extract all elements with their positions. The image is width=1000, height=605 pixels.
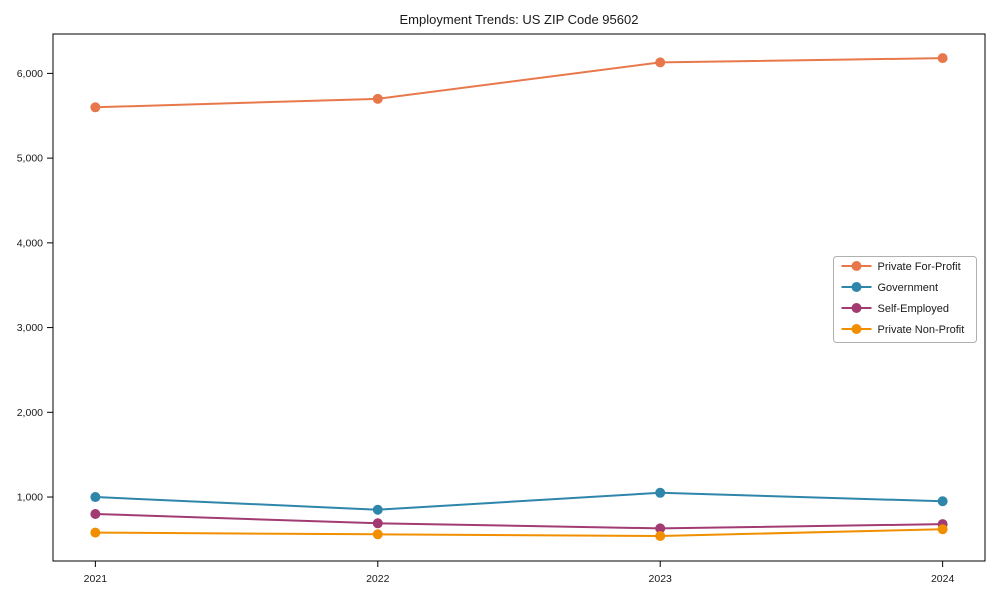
series-line-private-non-profit — [95, 528, 943, 538]
x-tick-label: 2022 — [366, 573, 390, 585]
data-point-marker — [372, 504, 383, 515]
x-tick-label: 2021 — [84, 573, 108, 585]
legend-marker-dot — [851, 261, 862, 271]
y-tick-label: 2,000 — [17, 407, 43, 419]
data-point-marker — [937, 53, 948, 64]
y-tick-label: 5,000 — [17, 153, 43, 165]
x-tick-label: 2024 — [931, 573, 955, 585]
series-line-government — [95, 491, 943, 511]
y-tick-label: 1,000 — [17, 492, 43, 504]
legend-box — [833, 256, 977, 343]
data-point-marker — [655, 487, 666, 498]
data-point-marker — [372, 93, 383, 104]
y-tick-label: 4,000 — [17, 237, 43, 249]
series-line-private-for-profit — [95, 57, 943, 109]
data-point-marker — [90, 527, 101, 538]
data-point-marker — [90, 102, 101, 113]
data-point-marker — [372, 529, 383, 540]
data-point-marker — [937, 496, 948, 507]
chart-title: Employment Trends: US ZIP Code 95602 — [400, 12, 639, 27]
legend-marker-dot — [851, 282, 862, 292]
data-point-marker — [372, 518, 383, 529]
series-line-self-employed — [95, 512, 943, 530]
data-point-marker — [937, 524, 948, 535]
legend-label: Private Non-Profit — [878, 324, 965, 336]
data-point-marker — [90, 492, 101, 503]
legend-label: Private For-Profit — [878, 261, 961, 273]
x-tick-label: 2023 — [649, 573, 673, 585]
y-tick-label: 3,000 — [17, 322, 43, 334]
data-point-marker — [655, 531, 666, 542]
data-point-marker — [90, 508, 101, 519]
y-tick-label: 6,000 — [17, 68, 43, 80]
legend-label: Self-Employed — [878, 303, 950, 315]
legend-label: Government — [878, 282, 939, 294]
data-point-marker — [655, 523, 666, 534]
plot-border — [52, 33, 986, 562]
data-point-marker — [655, 57, 666, 68]
legend-marker-dot — [851, 303, 862, 313]
legend-marker-dot — [851, 324, 862, 334]
